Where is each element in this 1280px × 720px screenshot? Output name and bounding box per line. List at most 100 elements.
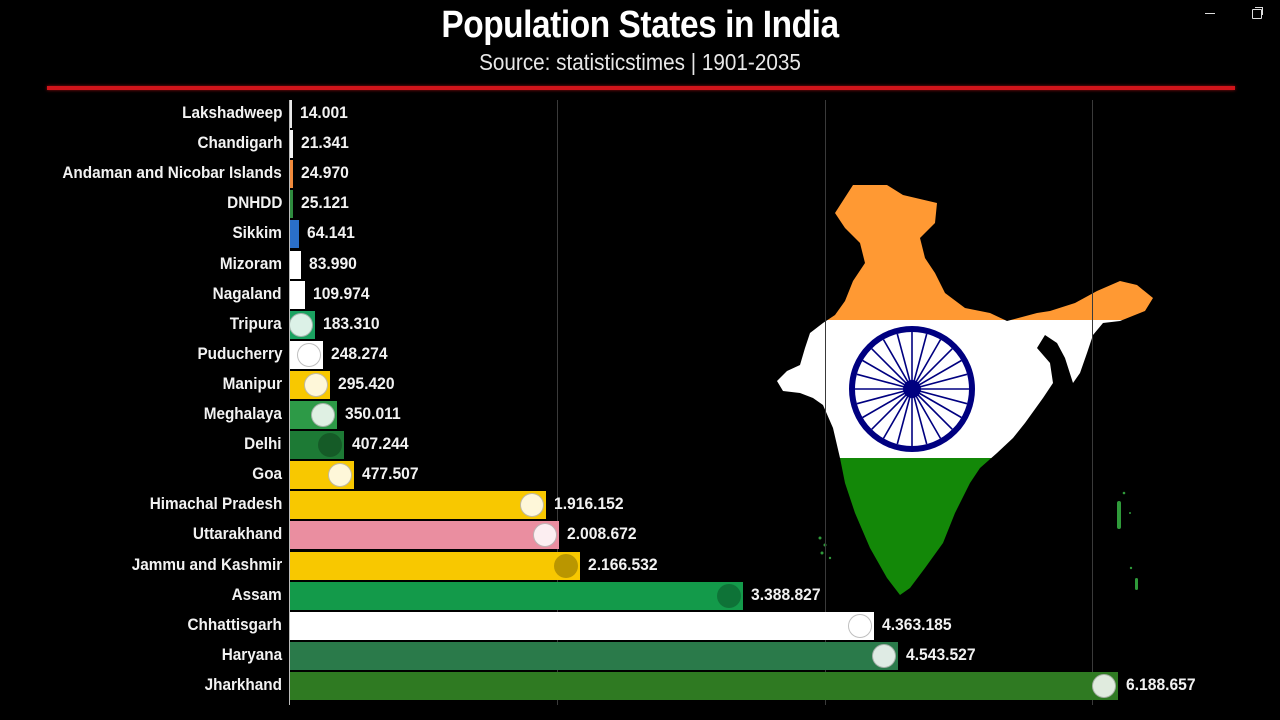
state-emblem-icon [297,342,321,367]
bar-value: 21.341 [301,133,349,153]
bar-label: Lakshadweep [181,103,282,122]
state-emblem-icon [717,583,741,608]
bar [290,551,580,580]
bar-label: Manipur [222,373,282,393]
bar [290,521,559,550]
gridline-4m [825,100,826,705]
bar-row: Sikkim 64.141 [0,220,1280,249]
bar-row: Andaman and Nicobar Islands 24.970 [0,160,1280,189]
chart-subtitle: Source: statisticstimes | 1901-2035 [479,49,801,75]
bar-label: Himachal Pradesh [149,494,282,514]
window-restore-button[interactable] [1252,7,1263,19]
bar-value: 2.166.532 [588,554,658,574]
bar-label: Nagaland [213,283,282,303]
bar [290,641,898,670]
bar-row: Meghalaya 350.011 [0,401,1280,429]
state-emblem-icon [1092,673,1116,698]
chart-title: Population States in India [441,4,839,46]
bar-row: Chhattisgarh 4.363.185 [0,611,1280,640]
bar-value: 295.420 [338,373,395,393]
bar [290,100,292,128]
bar-value: 248.274 [331,343,388,363]
bar-value: 1.916.152 [554,494,624,514]
bar-row: Delhi 407.244 [0,431,1280,460]
bar-row: Uttarakhand 2.008.672 [0,521,1280,550]
bar [290,280,305,309]
bar-row: Nagaland 109.974 [0,280,1280,309]
bar-row: DNHDD 25.121 [0,190,1280,219]
state-emblem-icon [289,312,313,337]
bar-value: 25.121 [301,193,349,213]
bar-label: Jharkhand [204,674,282,694]
state-emblem-icon [318,433,342,458]
bar [290,190,293,219]
y-axis-line [289,100,290,705]
bar-label: Delhi [244,434,282,454]
state-emblem-icon [311,403,335,427]
bar [290,250,301,279]
bar [290,581,743,610]
bar-row: Goa 477.507 [0,461,1280,490]
bar-value: 24.970 [301,163,349,183]
bar-row: Mizoram 83.990 [0,250,1280,279]
ashoka-chakra-icon [849,326,975,452]
bar-value: 83.990 [309,253,357,273]
state-emblem-icon [848,613,872,638]
india-flag-map [777,185,1153,595]
gridline-6m [1092,100,1093,705]
bar-label: Chandigarh [196,133,282,153]
bar-label: Haryana [221,644,282,664]
bar-value: 183.310 [323,313,380,333]
bar-row: Puducherry 248.274 [0,340,1280,369]
bar-label: DNHDD [226,193,282,213]
bar [290,671,1118,700]
bar-value: 4.363.185 [882,614,952,634]
window-minimize-button[interactable] [1205,13,1215,15]
bar-value: 6.188.657 [1126,674,1196,694]
bar-label: Mizoram [219,253,282,273]
bar-label: Jammu and Kashmir [131,554,282,574]
bar-value: 109.974 [313,283,370,303]
bar-row: Jharkhand 6.188.657 [0,671,1280,700]
bar [290,220,299,249]
bar [290,611,874,640]
bar-value: 350.011 [345,404,401,423]
title-divider [47,86,1235,90]
bar-label: Andaman and Nicobar Islands [62,163,282,183]
bar-row: Manipur 295.420 [0,370,1280,399]
gridline-2m [557,100,558,705]
state-emblem-icon [328,463,352,488]
bar-label: Sikkim [232,223,282,243]
bar-row: Lakshadweep 14.001 [0,100,1280,128]
bar [290,160,293,189]
state-emblem-icon [872,643,896,668]
state-emblem-icon [520,493,544,518]
bar-value: 4.543.527 [906,644,976,664]
state-emblem-icon [554,553,578,578]
bar-row: Tripura 183.310 [0,310,1280,339]
bar-label: Assam [231,584,282,604]
bar-value: 2.008.672 [567,524,637,544]
bar-value: 3.388.827 [751,584,821,604]
bar-value: 14.001 [300,103,348,122]
bar-row: Jammu and Kashmir 2.166.532 [0,551,1280,580]
bar-row: Haryana 4.543.527 [0,641,1280,670]
state-emblem-icon [533,523,557,548]
bar-label: Tripura [230,313,282,333]
bar-label: Meghalaya [203,404,282,423]
bar-value: 477.507 [362,464,419,484]
bar-label: Puducherry [196,343,282,363]
islands-icon [818,491,1138,590]
bar [290,431,344,460]
bar-row: Assam 3.388.827 [0,581,1280,610]
bar-label: Goa [252,464,282,484]
bar [290,130,293,159]
bar-label: Uttarakhand [192,524,282,544]
bar-value: 407.244 [352,434,409,454]
bar-label: Chhattisgarh [187,614,282,634]
bar-row: Chandigarh 21.341 [0,130,1280,159]
state-emblem-icon [304,372,328,397]
bar [290,491,546,520]
bar-value: 64.141 [307,223,355,243]
